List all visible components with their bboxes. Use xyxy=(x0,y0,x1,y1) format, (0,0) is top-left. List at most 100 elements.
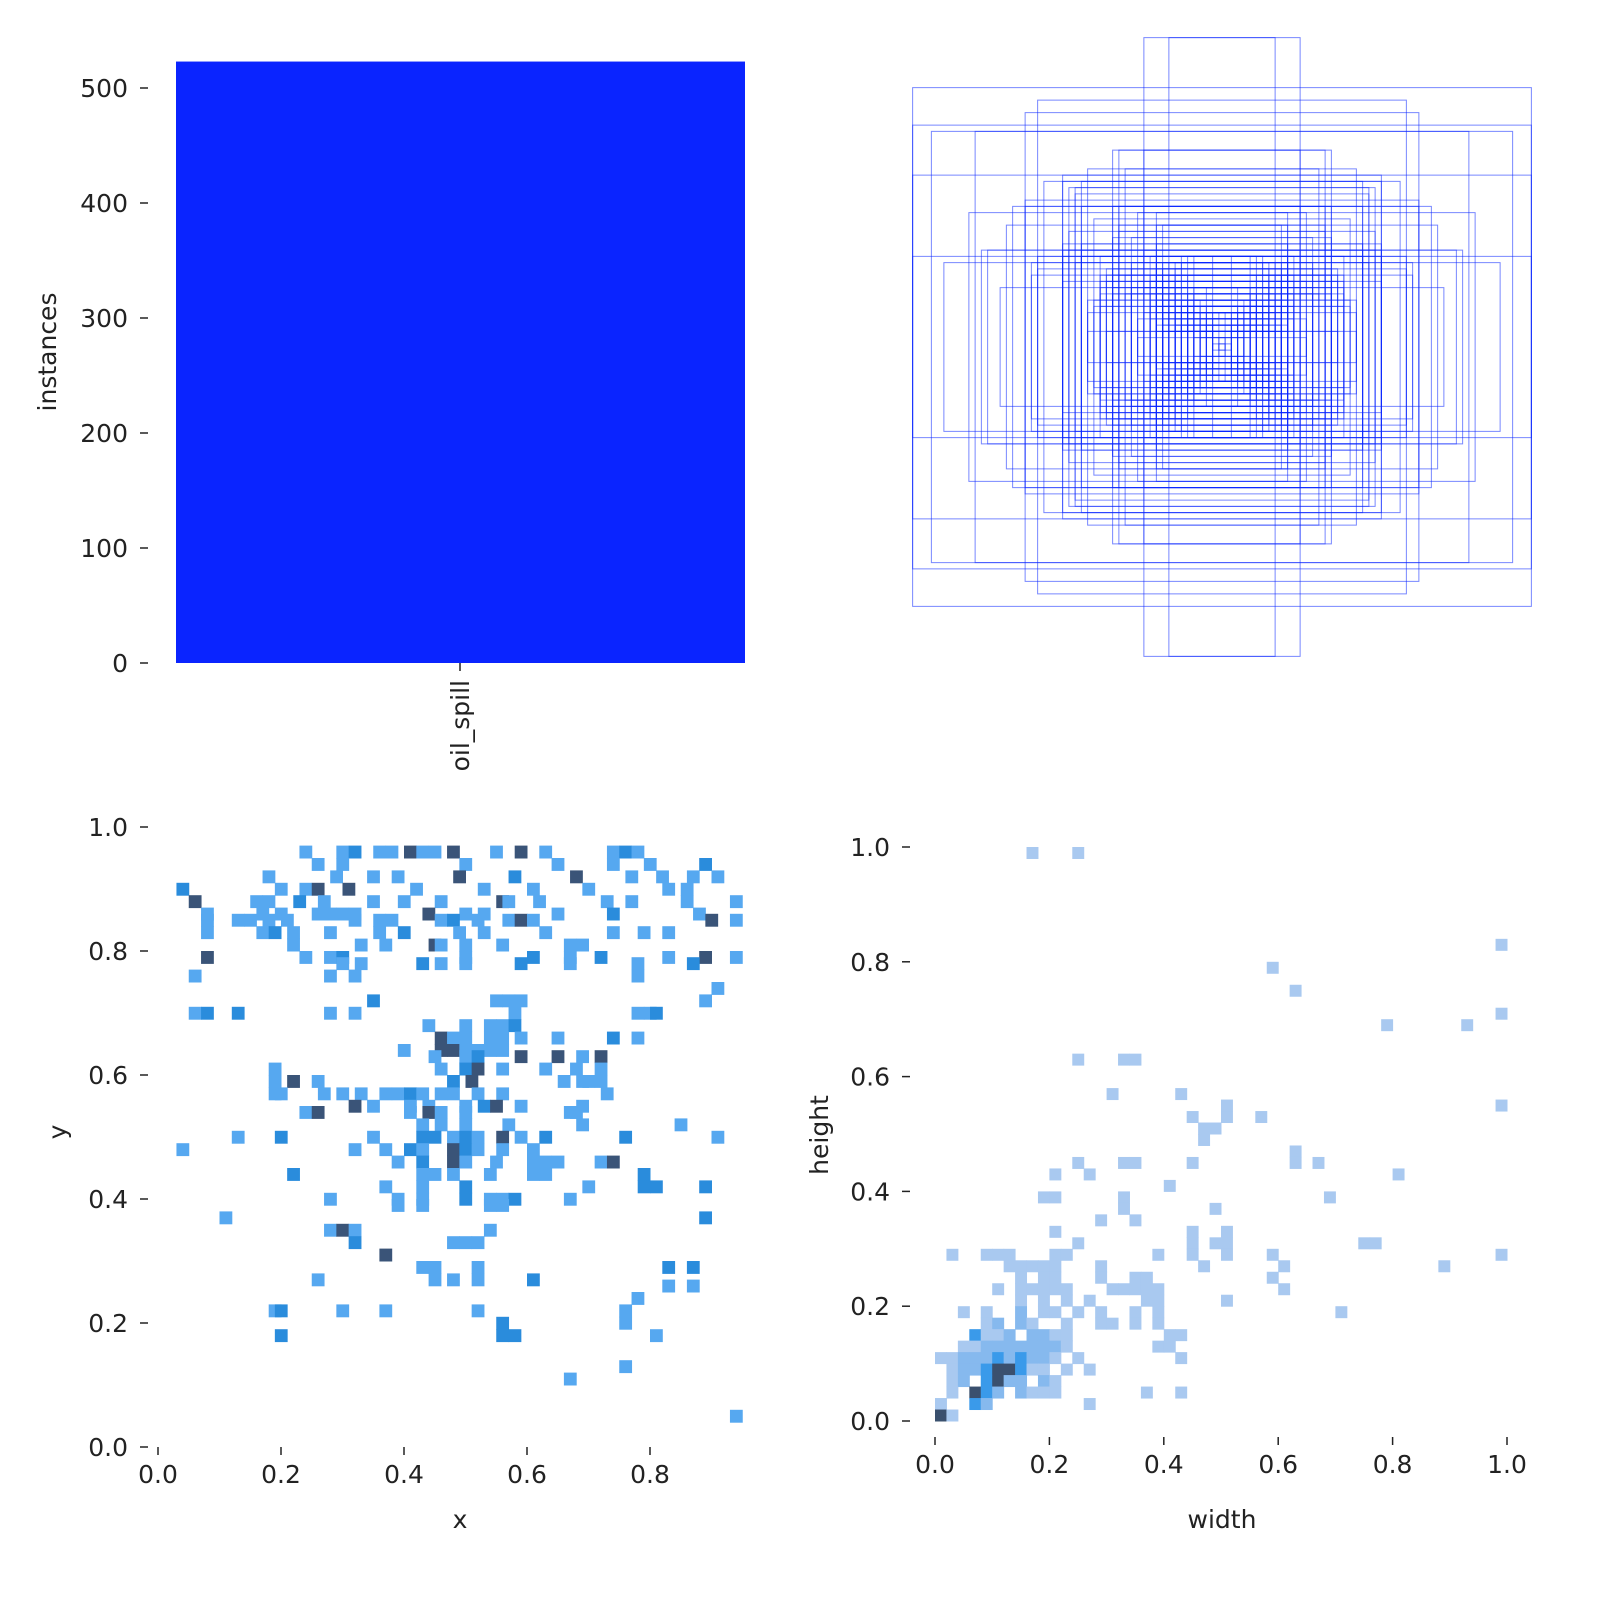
heatmap-cell xyxy=(551,1050,565,1064)
bounding-box xyxy=(930,130,1514,564)
bounding-box xyxy=(1105,330,1339,364)
heatmap-cell xyxy=(957,1340,970,1353)
bounding-box xyxy=(1030,274,1414,420)
bounding-box xyxy=(1062,280,1382,414)
bounding-box-overlay xyxy=(912,37,1532,657)
heatmap-cell xyxy=(1495,1007,1508,1020)
heatmap-cell xyxy=(483,1223,497,1237)
bounding-box xyxy=(1193,287,1251,407)
heatmap-cell xyxy=(650,1006,663,1020)
heatmap-cell xyxy=(268,926,282,940)
heatmap-cell xyxy=(514,957,528,971)
bounding-box xyxy=(1149,318,1295,376)
heatmap-cell xyxy=(686,1279,700,1293)
heatmap-cell xyxy=(1037,1363,1050,1376)
heatmap-cell xyxy=(1072,1156,1085,1169)
bounding-box xyxy=(1168,312,1276,382)
heatmap-cell xyxy=(1163,1329,1176,1342)
x-tick-label: 0.0 xyxy=(138,1460,178,1489)
heatmap-cell xyxy=(434,1031,448,1045)
bounding-box xyxy=(1130,268,1314,426)
heatmap-cell xyxy=(391,1155,405,1169)
heatmap-cell xyxy=(391,1087,405,1101)
heatmap-cell xyxy=(643,858,657,871)
heatmap-cell xyxy=(619,1360,633,1374)
heatmap-cell xyxy=(992,1363,1005,1376)
heatmap-cell xyxy=(631,1031,645,1045)
bounding-box xyxy=(1168,330,1276,364)
heatmap-cell xyxy=(650,1329,663,1343)
heatmap-cell xyxy=(274,1087,288,1101)
heatmap-cell xyxy=(428,1261,442,1274)
heatmap-cell xyxy=(1015,1352,1028,1365)
heatmap-cell xyxy=(1209,1237,1222,1250)
bounding-box xyxy=(1212,312,1232,382)
heatmap-cell xyxy=(1015,1271,1028,1284)
bounding-box xyxy=(980,249,1464,445)
heatmap-cell xyxy=(422,1019,436,1033)
heatmap-cell xyxy=(1095,1317,1108,1330)
heatmap-cell xyxy=(496,1031,510,1045)
bounding-box xyxy=(1143,37,1301,657)
heatmap-cell xyxy=(619,1316,633,1330)
heatmap-cell xyxy=(527,1155,540,1169)
heatmap-cell xyxy=(1152,1283,1165,1296)
bounding-box xyxy=(1218,343,1226,351)
heatmap-cell xyxy=(471,913,485,927)
heatmap-cell xyxy=(459,1143,473,1157)
heatmap-cell xyxy=(1015,1386,1028,1399)
heatmap-cell xyxy=(367,895,380,909)
heatmap-cell xyxy=(662,882,676,896)
heatmap-cell xyxy=(1037,1306,1050,1319)
heatmap-cell xyxy=(416,1168,430,1181)
heatmap-cell xyxy=(262,913,276,927)
y-axis-label-instances: instances xyxy=(33,293,62,412)
heatmap-cell xyxy=(1140,1294,1153,1307)
bounding-box xyxy=(1093,299,1351,395)
heatmap-cell xyxy=(1037,1271,1050,1284)
bounding-box xyxy=(1037,255,1407,439)
heatmap-cell xyxy=(935,1352,947,1365)
heatmap-cell xyxy=(459,1155,473,1169)
heatmap-cell xyxy=(453,870,466,884)
heatmap-cell xyxy=(1049,1225,1062,1238)
heatmap-cell xyxy=(324,926,337,940)
heatmap-cell xyxy=(1003,1248,1016,1261)
bounding-box xyxy=(1112,274,1332,420)
heatmap-cell xyxy=(514,994,528,1008)
heatmap-cell xyxy=(176,1143,190,1157)
heatmap-cell xyxy=(1072,1237,1085,1250)
bounding-box xyxy=(1105,268,1339,426)
heatmap-cell xyxy=(1049,1260,1062,1273)
heatmap-cell xyxy=(176,882,190,896)
heatmap-cell xyxy=(336,1304,350,1318)
heatmap-cell xyxy=(1049,1375,1062,1388)
heatmap-cell xyxy=(1049,1248,1062,1261)
heatmap-cell xyxy=(1026,1260,1039,1273)
heatmap-cell xyxy=(1049,1271,1062,1284)
heatmap-cell xyxy=(459,1180,473,1194)
y-tick-label: 0.6 xyxy=(850,1063,890,1092)
heatmap-cell xyxy=(471,1261,485,1274)
y-axis-label-height: height xyxy=(805,1095,834,1175)
heatmap-cell xyxy=(1266,1271,1279,1284)
heatmap-cell xyxy=(1266,961,1279,974)
bounding-box xyxy=(1062,174,1382,520)
x-tick-label: 0.0 xyxy=(915,1450,955,1479)
heatmap-cell xyxy=(1255,1111,1268,1124)
bounding-box xyxy=(1124,293,1320,401)
x-tick-label: 0.4 xyxy=(1144,1450,1184,1479)
heatmap-cell xyxy=(650,1180,663,1194)
heatmap-cell xyxy=(404,1143,417,1157)
heatmap-cell xyxy=(471,1304,485,1318)
heatmap-cell xyxy=(1221,1294,1233,1307)
heatmap-cell xyxy=(551,1155,565,1169)
heatmap-cell xyxy=(422,907,436,921)
heatmap-cell xyxy=(662,951,676,964)
bounding-box xyxy=(1068,230,1376,464)
heatmap-cell xyxy=(496,1329,510,1343)
heatmap-cell xyxy=(428,1168,442,1181)
heatmap-cell xyxy=(336,907,350,921)
x-tick-label: 0.2 xyxy=(261,1460,301,1489)
heatmap-cell xyxy=(563,957,577,971)
